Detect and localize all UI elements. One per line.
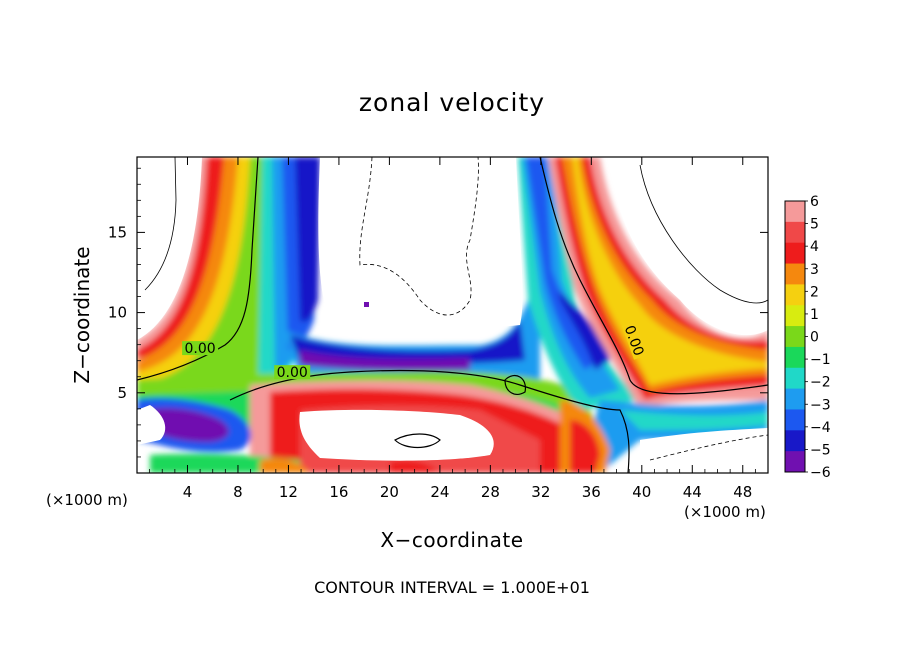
contour-label: 0.00: [182, 341, 219, 357]
contour-label-text: 0.00: [185, 341, 216, 357]
colorbar-swatch: [785, 326, 805, 348]
colorbar-label: −6: [810, 465, 831, 481]
x-axis-label: X−coordinate: [380, 528, 524, 552]
colorbar: 6 5 4 3 2 1 0 −1 −2 −3 −4 −5 −6: [784, 194, 831, 481]
colorbar-label: 5: [810, 217, 819, 233]
colorbar-label: −3: [810, 397, 831, 413]
contour-label-text: 0.00: [277, 365, 308, 381]
colorbar-swatch: [785, 451, 805, 473]
colorbar-label: 4: [810, 239, 819, 255]
colorbar-label: −1: [810, 352, 831, 368]
chart-title: zonal velocity: [358, 88, 546, 117]
colorbar-label: 0: [810, 330, 819, 346]
colorbar-swatch: [785, 305, 805, 327]
x-tick-label: 28: [481, 483, 500, 501]
colorbar-swatch: [785, 367, 805, 390]
x-tick-label: 24: [430, 483, 449, 501]
x-unit-label-right: (×1000 m): [684, 503, 766, 521]
x-tick-label: 48: [733, 483, 752, 501]
x-tick-label: 12: [279, 483, 298, 501]
colorbar-swatch: [785, 409, 805, 431]
colorbar-swatch: [785, 388, 805, 410]
contour-label-bg: [274, 365, 311, 380]
contour-labels: 0.000.000.00: [182, 321, 648, 381]
colorbar-label: −5: [810, 442, 831, 458]
x-axis: 4 8 12 16 20 24 28 32 36 40 44 48: [149, 157, 756, 501]
x-tick-label: 44: [683, 483, 702, 501]
colorbar-label: −4: [810, 420, 831, 436]
colorbar-swatch: [785, 242, 805, 265]
x-tick-label: 16: [329, 483, 348, 501]
x-tick-label: 40: [632, 483, 651, 501]
y-tick-label: 5: [117, 384, 127, 402]
x-tick-label: 8: [233, 483, 243, 501]
colorbar-label: 1: [810, 307, 819, 323]
x-tick-label: 4: [183, 483, 193, 501]
colorbar-swatch: [785, 263, 805, 285]
zero-contour-right: [539, 157, 768, 395]
colorbar-label: −2: [810, 375, 831, 391]
contour-label-bg: [621, 321, 648, 360]
zero-contour-left: [137, 157, 259, 381]
contour-label-bg: [182, 341, 219, 356]
colorbar-swatch: [785, 221, 805, 244]
x-tick-label: 32: [531, 483, 550, 501]
x-tick-label: 36: [582, 483, 601, 501]
colorbar-swatch: [785, 284, 805, 306]
colorbar-swatch: [785, 201, 805, 223]
colorbar-label: 2: [810, 284, 819, 300]
x-tick-label: 20: [380, 483, 399, 501]
contour-lines: [137, 157, 768, 473]
contour-label: 0.00: [274, 365, 311, 381]
y-axis: 5 10 15: [108, 167, 768, 458]
y-tick-label: 15: [108, 223, 127, 241]
contour-interval-note: CONTOUR INTERVAL = 1.000E+01: [314, 578, 590, 597]
y-tick-label: 10: [108, 304, 127, 322]
colorbar-swatch: [785, 430, 805, 452]
colorbar-label: 3: [810, 262, 819, 278]
velocity-field: [137, 157, 768, 473]
colorbar-label: 6: [810, 194, 819, 210]
colorbar-swatch: [785, 346, 805, 369]
x-unit-label-left: (×1000 m): [46, 491, 128, 509]
